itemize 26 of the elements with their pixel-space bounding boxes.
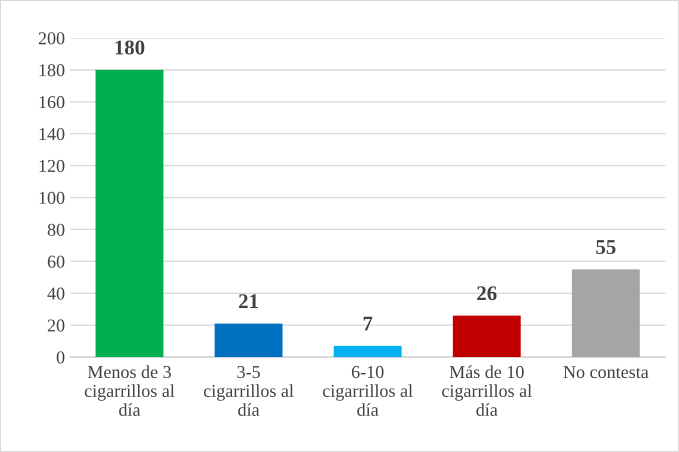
y-tick-label: 180 [40, 64, 64, 76]
bar [572, 269, 640, 358]
data-label: 21 [239, 294, 258, 308]
data-label: 7 [364, 316, 372, 330]
y-tick-label: 20 [48, 319, 64, 332]
y-tick-label: 0 [56, 351, 64, 364]
y-tick-label: 200 [38, 32, 64, 44]
y-tick-label: 160 [40, 96, 64, 108]
bar [96, 70, 164, 358]
x-tick-label: Menos de 3 cigarrillos al día [84, 365, 174, 416]
y-tick-label: 120 [40, 160, 64, 172]
x-tick-label: Más de 10 cigarrillos al día [442, 365, 532, 416]
y-tick-label: 80 [48, 224, 64, 236]
x-tick-label: No contesta [564, 366, 648, 378]
y-tick-label: 60 [48, 256, 64, 268]
bar [214, 324, 283, 358]
data-label: 180 [116, 40, 144, 55]
y-tick-label: 140 [40, 128, 64, 140]
y-tick-label: 40 [47, 288, 64, 300]
y-tick-label: 100 [40, 192, 64, 204]
data-label: 55 [596, 240, 616, 254]
bar [452, 316, 521, 358]
x-tick-label: 6-10 cigarrillos al día [322, 366, 413, 416]
x-tick-label: 3-5 cigarrillos al día [204, 366, 294, 416]
bar [334, 346, 402, 358]
data-label: 26 [477, 286, 497, 300]
